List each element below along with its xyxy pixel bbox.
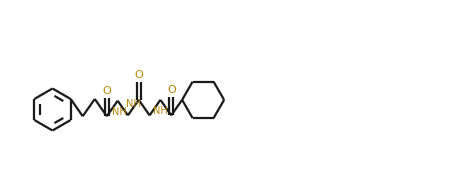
Text: NH: NH xyxy=(112,107,127,117)
Text: O: O xyxy=(167,85,175,95)
Text: NH: NH xyxy=(153,106,168,116)
Text: O: O xyxy=(102,86,111,96)
Text: O: O xyxy=(134,70,143,80)
Text: NH: NH xyxy=(126,99,140,109)
